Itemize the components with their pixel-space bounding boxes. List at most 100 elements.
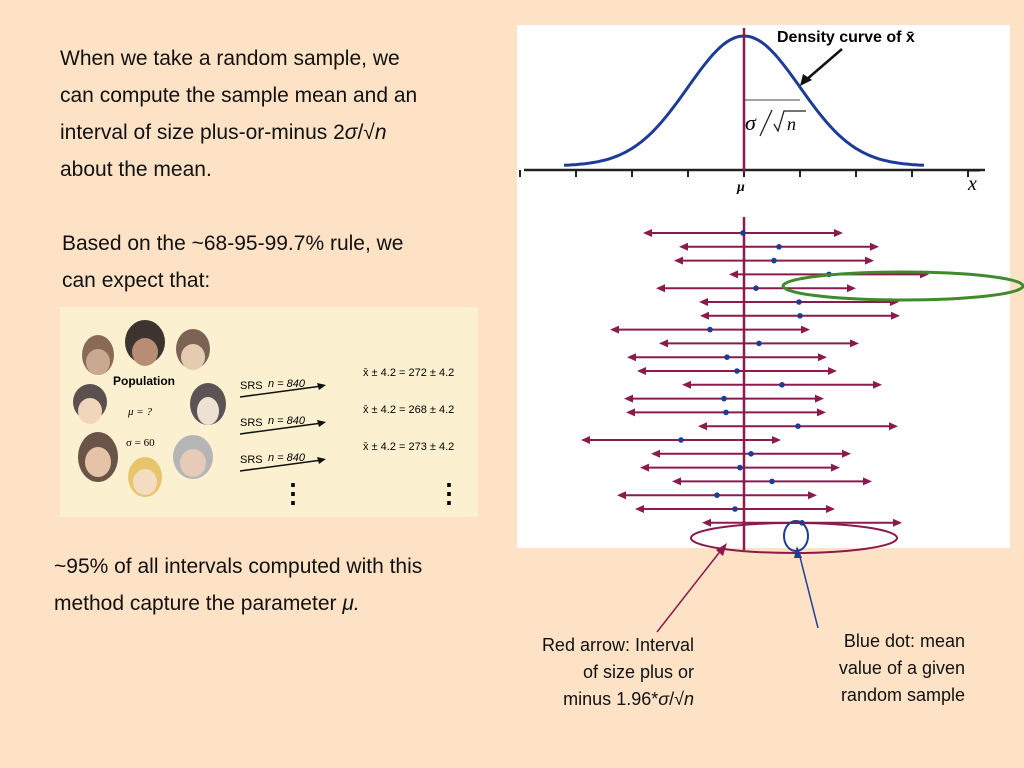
density-label: Density curve of x̄ [777,29,915,46]
face-icon [176,329,210,370]
arrowhead-left [627,353,636,362]
sample-mean-dot [732,506,738,512]
sample-mean-dot [723,409,729,416]
intro-text: When we take a random sample, we can com… [60,40,510,188]
srs-row: SRS n = 840 x̄ ± 4.2 = 273 ± 4.2 [239,441,454,472]
blue-note-pointer [798,552,819,629]
arrowhead-right [801,325,810,334]
density-curve-group: σ n Density curve of x̄ μ x [519,29,985,195]
arrowhead-right [834,229,843,237]
red-note-pointer-head [716,543,727,556]
arrowhead-left [624,394,633,403]
arrowhead-left [672,477,681,486]
arrowhead-right [815,394,824,403]
arrowhead-right [828,367,837,375]
srs-arrow [239,422,323,435]
interval-row [674,256,874,265]
arrowhead-right [893,518,902,527]
blue-note-line: Blue dot: mean [843,631,965,651]
arrowhead-left [702,518,711,527]
intro-line: When we take a random sample, we [60,47,400,70]
interval-row [617,491,817,500]
ellipsis-right: ⋮ [436,478,462,508]
red-note-line: of size plus or [582,662,694,682]
blue-dot-note: Blue dot: mean value of a given random s… [790,628,965,709]
interval-row [659,339,859,348]
sample-mean-dot [756,340,762,347]
face-icon [128,457,162,497]
arrowhead-left [617,491,626,500]
xbar-axis-label: x [967,173,977,195]
srs-label: SRS [240,380,263,392]
arrowhead-left [682,380,691,389]
sample-interval-result: x̄ ± 4.2 = 268 ± 4.2 [363,404,454,416]
sample-mean-dot [795,423,801,430]
density-pointer-head [800,74,812,86]
arrowhead-left [637,367,646,375]
srs-arrowhead [317,383,326,390]
population-faces [73,320,226,497]
rule-line: can expect that: [62,269,211,292]
red-note-line: Red arrow: Interval [541,635,694,655]
sigma-symbol: σ [658,689,670,709]
interval-row [635,505,835,513]
interval-row [672,477,872,486]
sample-mean-dot [740,230,746,236]
arrowhead-right [831,463,840,472]
mu-symbol: μ [342,592,354,615]
sd-slash [759,109,773,137]
chart-panel [517,25,1010,548]
arrowhead-left [679,242,688,251]
interval-row [643,229,843,237]
interval-row [581,436,781,444]
srs-n: n = 840 [268,378,306,390]
arrowhead-right [873,380,882,389]
interval-row [698,422,898,431]
sample-mean-dot [734,368,740,374]
rule-text: Based on the ~68-95-99.7% rule, we can e… [62,225,492,299]
arrowhead-left [651,449,660,458]
sample-mean-dot [724,354,730,361]
population-label: Population [113,374,175,388]
sample-interval-result: x̄ ± 4.2 = 272 ± 4.2 [363,367,454,379]
sqrt-symbol: /√ [357,121,375,144]
density-pointer [805,48,843,81]
interval-row [637,367,837,375]
sample-mean-dot [721,395,727,402]
sample-mean-dot [737,464,743,471]
sampling-svg: Population μ = ? σ = 60 SRS n = 840 x̄ ± 4… [73,320,462,508]
sample-mean-dot [776,244,782,250]
sampling-illustration: Population μ = ? σ = 60 SRS n = 840 x̄ ± 4… [60,307,478,517]
srs-arrowhead [317,457,326,464]
srs-rows: SRS n = 840 x̄ ± 4.2 = 272 ± 4.2 SRS n = 840… [239,367,454,472]
arrowhead-right [863,477,872,486]
rule-line: Based on the ~68-95-99.7% rule, we [62,232,404,255]
interval-row [682,380,882,389]
srs-label: SRS [240,417,263,429]
sigma-value: σ = 60 [126,437,155,449]
sqrt-symbol: /√ [669,689,684,709]
arrowhead-left [698,422,707,431]
arrowhead-right [891,311,900,320]
arrowhead-left [674,256,683,265]
n-symbol: n [683,689,694,709]
srs-label: SRS [240,454,263,466]
blue-note-pointer-head [794,546,802,558]
mean-highlight [783,520,809,552]
face-icon [173,435,213,479]
conclusion-line: method capture the parameter μ. [54,585,514,622]
arrowhead-right [818,353,827,362]
srs-arrow [239,385,323,398]
interval-row [627,353,827,362]
intro-line3-prefix: interval of size plus-or-minus 2 [60,121,345,144]
arrowhead-left [640,463,649,472]
arrowhead-right [826,505,835,513]
arrowhead-right [847,284,856,293]
sigma-symbol: σ [344,121,358,144]
sample-mean-dot [779,382,785,388]
intro-line: about the mean. [60,158,212,181]
sample-mean-dot [771,257,777,264]
face-icon [73,384,107,424]
red-note-prefix: minus 1.96* [563,689,659,709]
